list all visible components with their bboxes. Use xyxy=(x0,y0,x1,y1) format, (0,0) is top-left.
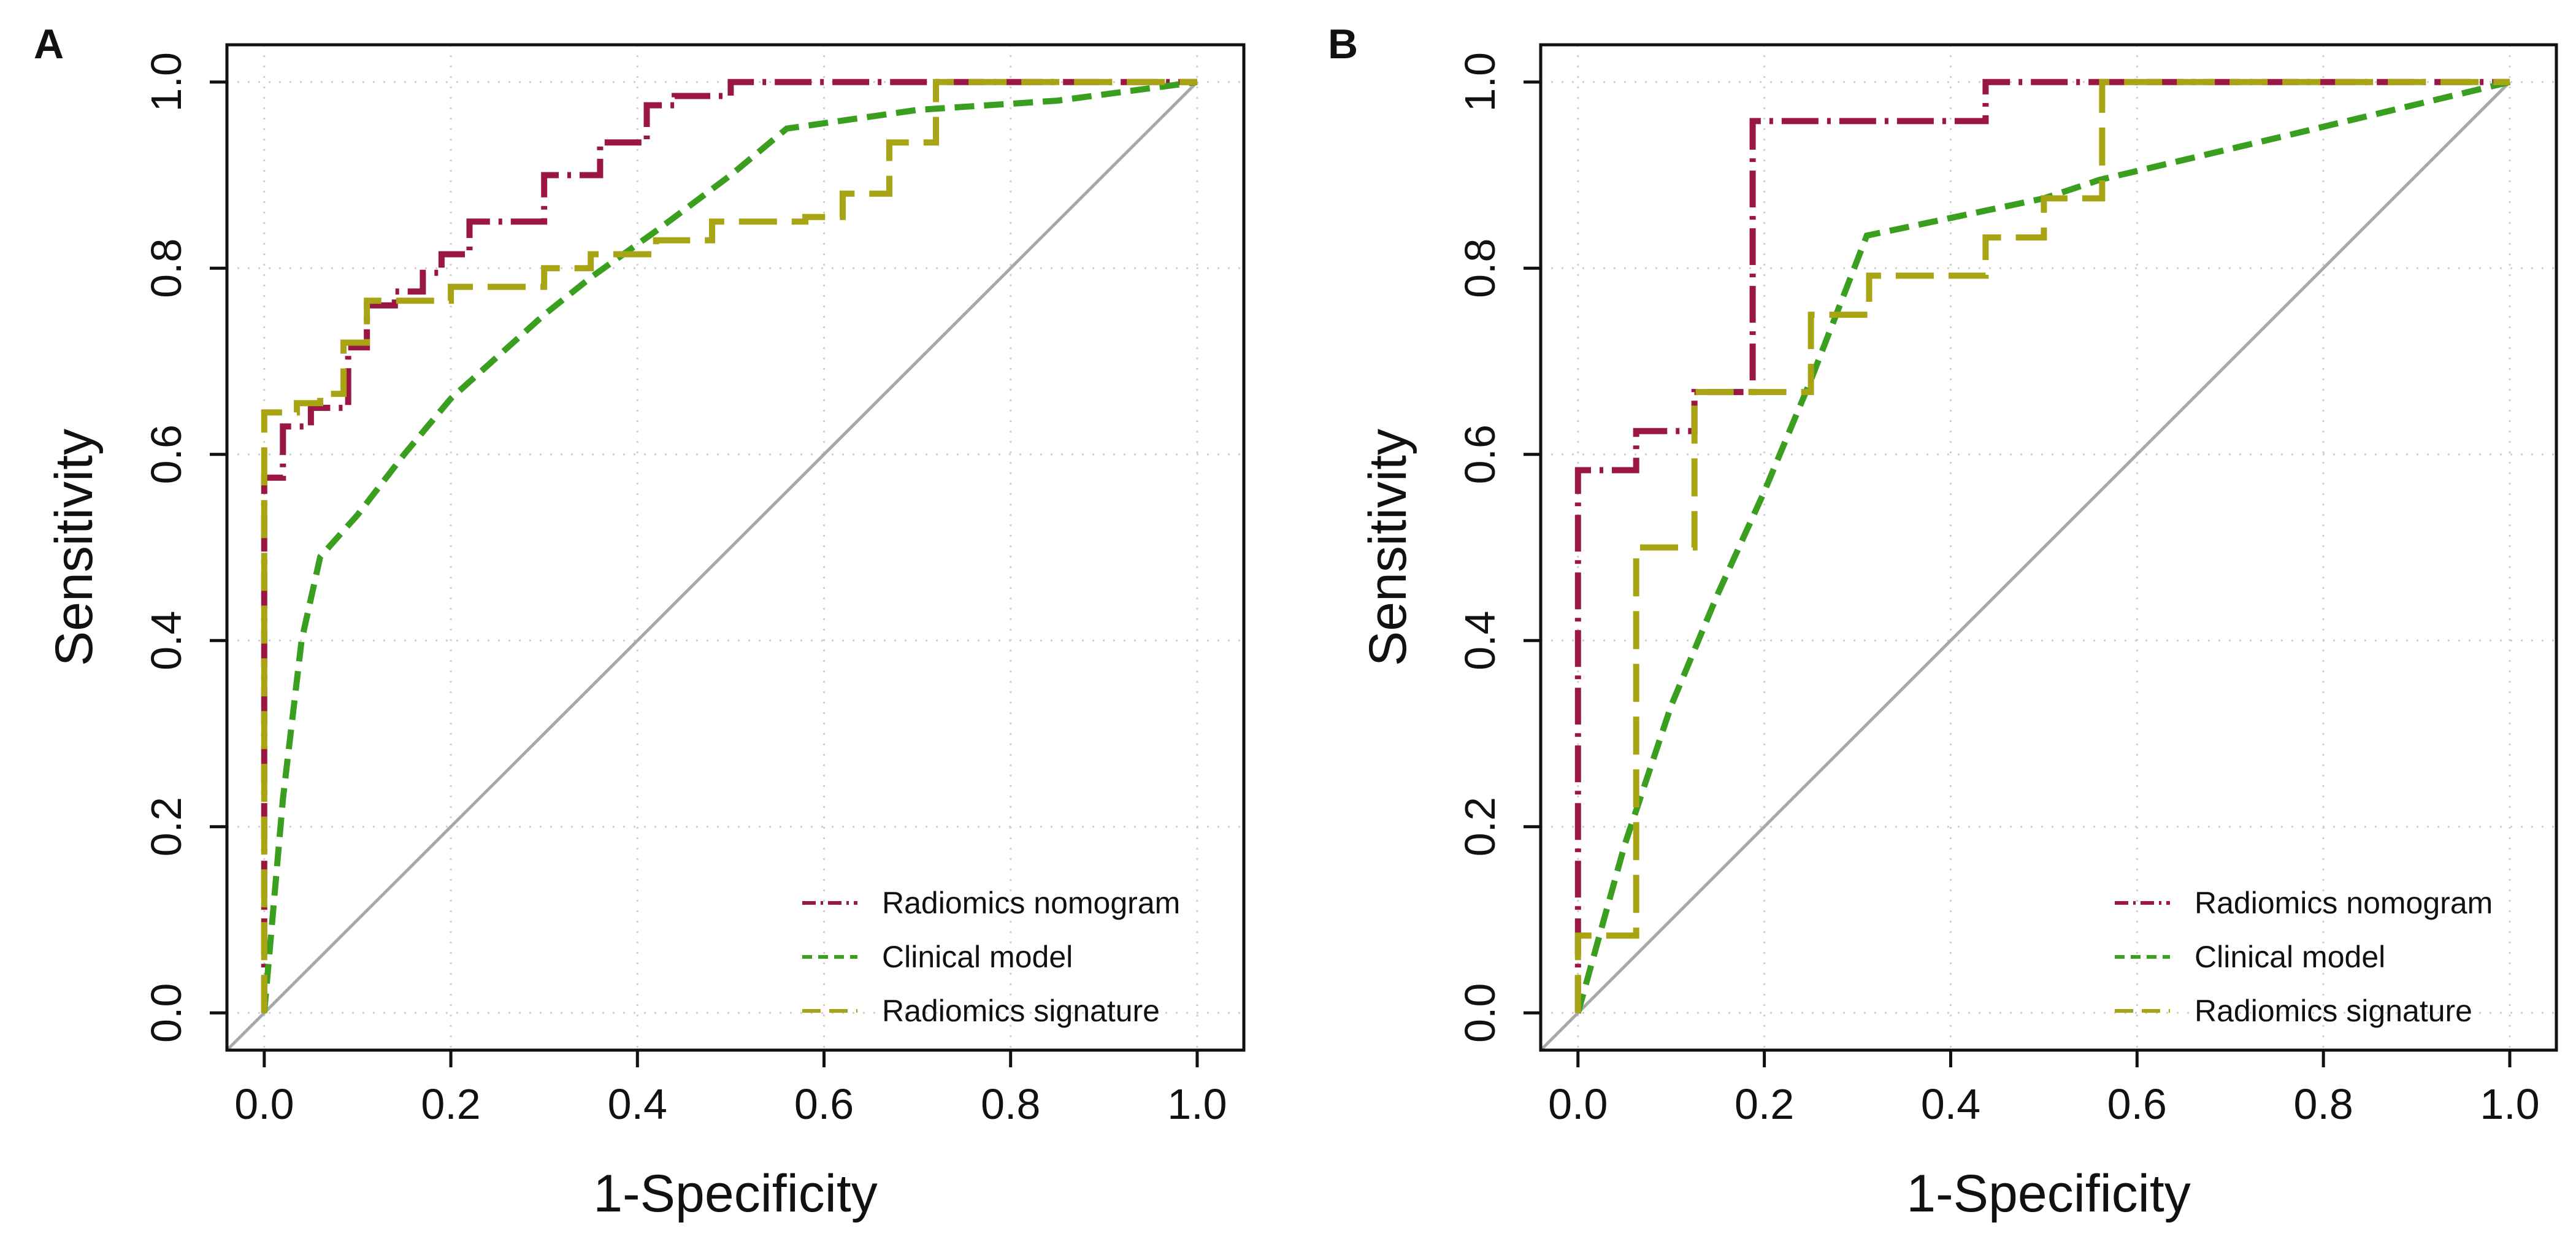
y-axis-title: Sensitivity xyxy=(1359,429,1417,666)
series-group xyxy=(1541,79,2511,1050)
y-tick-label: 0.6 xyxy=(142,424,190,484)
panel-a: A 0.0 0.2 0.4 0.6 0.8 1.0 0.0 0.2 0.4 0.6 0.8 1.0 1-S… xyxy=(34,21,1246,1223)
x-tick-label: 0.4 xyxy=(1921,1080,1980,1128)
y-tick-label: 0.2 xyxy=(1456,797,1504,856)
y-tick-label: 1.0 xyxy=(1456,52,1504,112)
panel-b: B 0.0 0.2 0.4 0.6 0.8 1.0 0.0 0.2 0.4 0.6 0.8 1.0 1-S… xyxy=(1328,21,2558,1223)
x-tick-label: 0.2 xyxy=(1735,1080,1794,1128)
x-axis-title: 1-Specificity xyxy=(593,1164,878,1223)
plot-frame xyxy=(1539,43,2558,1052)
legend-label-radiomics-nomogram: Radiomics nomogram xyxy=(882,886,1180,920)
x-tick-label: 1.0 xyxy=(1167,1080,1227,1128)
x-tick-label: 0.4 xyxy=(608,1080,667,1128)
x-tick-label: 0.2 xyxy=(421,1080,480,1128)
y-tick-label: 1.0 xyxy=(142,52,190,112)
x-tick-label: 0.8 xyxy=(981,1080,1040,1128)
legend-label-radiomics-signature: Radiomics signature xyxy=(882,994,1160,1028)
y-tick-label: 0.4 xyxy=(1456,611,1504,670)
x-tick-label: 0.0 xyxy=(1548,1080,1608,1128)
y-axis-title: Sensitivity xyxy=(45,429,104,666)
y-tick-label: 0.0 xyxy=(142,983,190,1043)
legend: Radiomics nomogram Clinical model Radiomic… xyxy=(2115,886,2493,1028)
series-line-radiomics-signature xyxy=(1574,79,2510,1013)
y-tick-label: 0.2 xyxy=(142,797,190,856)
y-tick-label: 0.8 xyxy=(1456,239,1504,298)
reference-diagonal xyxy=(1541,80,2511,1050)
x-tick-label: 0.8 xyxy=(2294,1080,2353,1128)
series-line-radiomics-nomogram xyxy=(1574,79,2510,1013)
y-tick-label: 0.6 xyxy=(1456,424,1504,484)
x-tick-label: 0.6 xyxy=(794,1080,854,1128)
series-line-clinical-model xyxy=(261,79,1198,1013)
panel-letter: A xyxy=(34,21,64,67)
plot-frame xyxy=(225,43,1246,1052)
legend: Radiomics nomogram Clinical model Radiomic… xyxy=(802,886,1180,1028)
y-tick-label: 0.8 xyxy=(142,239,190,298)
series-line-radiomics-nomogram xyxy=(261,79,1197,1013)
reference-diagonal xyxy=(227,80,1198,1050)
y-tick-label: 0.4 xyxy=(142,611,190,670)
x-tick-label: 0.6 xyxy=(2107,1080,2167,1128)
panel-letter: B xyxy=(1328,21,1358,67)
x-tick-label: 0.0 xyxy=(234,1080,294,1128)
legend-label-clinical-model: Clinical model xyxy=(2195,940,2385,974)
x-axis-title: 1-Specificity xyxy=(1906,1164,2191,1223)
series-line-clinical-model xyxy=(1574,79,2511,1014)
legend-label-clinical-model: Clinical model xyxy=(882,940,1073,974)
series-group xyxy=(227,79,1198,1050)
series-line-radiomics-signature xyxy=(261,79,1197,1013)
legend-label-radiomics-signature: Radiomics signature xyxy=(2195,994,2472,1028)
x-tick-label: 1.0 xyxy=(2480,1080,2539,1128)
legend-label-radiomics-nomogram: Radiomics nomogram xyxy=(2195,886,2493,920)
y-tick-label: 0.0 xyxy=(1456,983,1504,1043)
